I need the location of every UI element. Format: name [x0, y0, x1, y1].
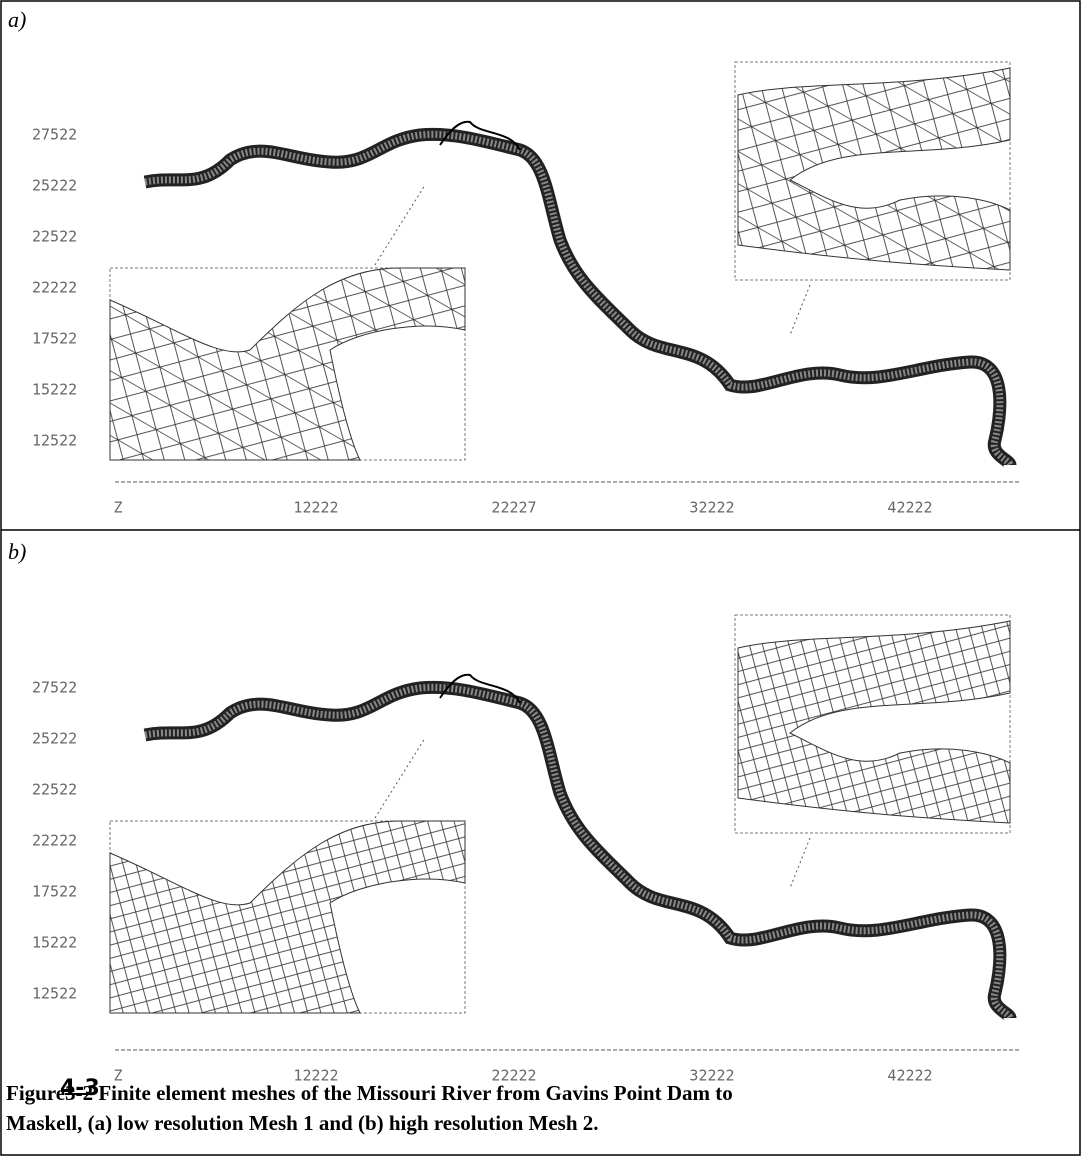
x-tick-label: 12222 [293, 499, 338, 517]
x-tick-label: 32222 [689, 499, 734, 517]
panel-label: a) [8, 7, 26, 32]
y-tick-label: 12522 [32, 985, 77, 1003]
panel: a) 27522 25222 22522 22222 17522 15222 12522 Z 12… [8, 7, 1020, 517]
y-tick-label: 22522 [32, 228, 77, 246]
figure: a) 27522 25222 22522 22222 17522 15222 12522 Z 12… [0, 0, 1081, 1158]
caption-line: Figure3-2 Finite element meshes of the M… [6, 1078, 733, 1108]
y-tick-label: 22222 [32, 832, 77, 850]
leader [790, 838, 810, 888]
river [110, 62, 1010, 465]
y-tick-label: 25222 [32, 730, 77, 748]
leader [375, 185, 425, 265]
river [110, 615, 1010, 1018]
page: a) 27522 25222 22522 22222 17522 15222 12522 Z 12… [0, 0, 1081, 1158]
struck-number: 3-2 [65, 1081, 93, 1105]
y-tick-label: 27522 [32, 679, 77, 697]
x-tick-label: 22227 [491, 499, 536, 517]
y-tick-label: 15222 [32, 934, 77, 952]
panel-label: b) [8, 539, 26, 564]
y-tick-label: 17522 [32, 883, 77, 901]
caption: Figure3-2 Finite element meshes of the M… [6, 1078, 733, 1138]
y-tick-label: 17522 [32, 330, 77, 348]
leader [790, 285, 810, 335]
y-tick-label: 27522 [32, 126, 77, 144]
x-tick-label: Z [113, 499, 122, 517]
y-tick-label: 22522 [32, 781, 77, 799]
y-tick-label: 25222 [32, 177, 77, 195]
caption-line: Maskell, (a) low resolution Mesh 1 and (… [6, 1108, 733, 1138]
caption-prefix: Figure [6, 1081, 65, 1105]
y-tick-label: 12522 [32, 432, 77, 450]
x-tick-label: 42222 [887, 1067, 932, 1085]
y-tick-label: 15222 [32, 381, 77, 399]
leader [375, 738, 425, 818]
y-tick-label: 22222 [32, 279, 77, 297]
x-tick-label: 42222 [887, 499, 932, 517]
caption-text: Finite element meshes of the Missouri Ri… [93, 1081, 733, 1105]
